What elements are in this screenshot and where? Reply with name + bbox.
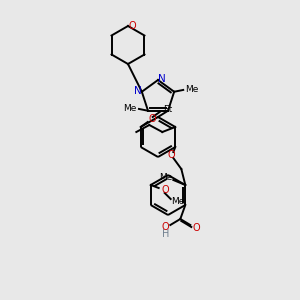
Text: Me: Me [185, 85, 199, 94]
Text: H: H [162, 229, 169, 239]
Text: Me: Me [171, 196, 184, 206]
Text: Et: Et [163, 106, 172, 115]
Text: O: O [167, 150, 175, 160]
Text: O: O [193, 223, 200, 233]
Text: N: N [158, 74, 166, 84]
Text: N: N [134, 86, 142, 96]
Text: O: O [161, 222, 169, 232]
Text: O: O [128, 21, 136, 31]
Text: Me: Me [159, 173, 172, 182]
Text: Me: Me [123, 104, 137, 113]
Text: O: O [149, 114, 157, 124]
Text: O: O [162, 185, 169, 195]
